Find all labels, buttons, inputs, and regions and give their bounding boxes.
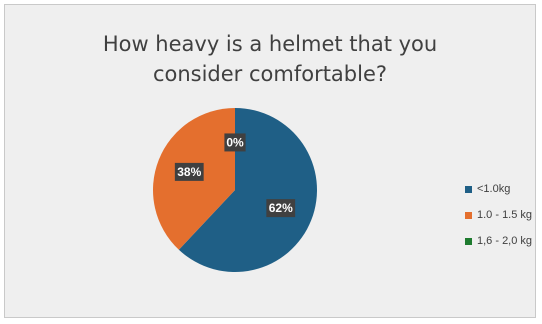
- chart-title-line-1: How heavy is a helmet that you: [102, 32, 438, 56]
- data-label-text-1-to-1-5kg: 38%: [177, 165, 201, 179]
- data-label-box-1-to-1-5kg: [174, 162, 204, 181]
- data-label-text-1-6-to-2kg: 0%: [226, 135, 244, 149]
- chart-area: How heavy is a helmet that you consider …: [4, 4, 536, 318]
- legend: <1.0kg 1.0 - 1.5 kg 1,6 - 2,0 kg: [465, 176, 532, 254]
- legend-item-1-6-to-2kg: 1,6 - 2,0 kg: [465, 228, 532, 254]
- legend-swatch-under-1kg: [465, 185, 472, 193]
- data-label-under-1kg: 62%: [266, 199, 296, 218]
- legend-label-under-1kg: <1.0kg: [477, 183, 511, 195]
- pie-slice-under-1kg: [178, 108, 317, 273]
- data-label-box-under-1kg: [266, 199, 296, 218]
- legend-swatch-1-to-1-5kg: [465, 211, 472, 219]
- chart-title: How heavy is a helmet that you consider …: [5, 29, 535, 89]
- pie-chart: 62% 38% 0%: [153, 108, 317, 273]
- legend-label-1-6-to-2kg: 1,6 - 2,0 kg: [477, 235, 533, 247]
- data-label-1-6-to-2kg: 0%: [224, 133, 246, 152]
- data-label-1-to-1-5kg: 38%: [174, 162, 204, 181]
- chart-title-line-2: consider comfortable?: [152, 62, 388, 86]
- legend-item-under-1kg: <1.0kg: [465, 176, 532, 202]
- data-label-text-under-1kg: 62%: [269, 201, 293, 215]
- legend-label-1-to-1-5kg: 1.0 - 1.5 kg: [477, 209, 533, 221]
- legend-item-1-to-1-5kg: 1.0 - 1.5 kg: [465, 202, 532, 228]
- data-label-box-1-6-to-2kg: [224, 133, 246, 152]
- legend-swatch-1-6-to-2kg: [465, 237, 472, 245]
